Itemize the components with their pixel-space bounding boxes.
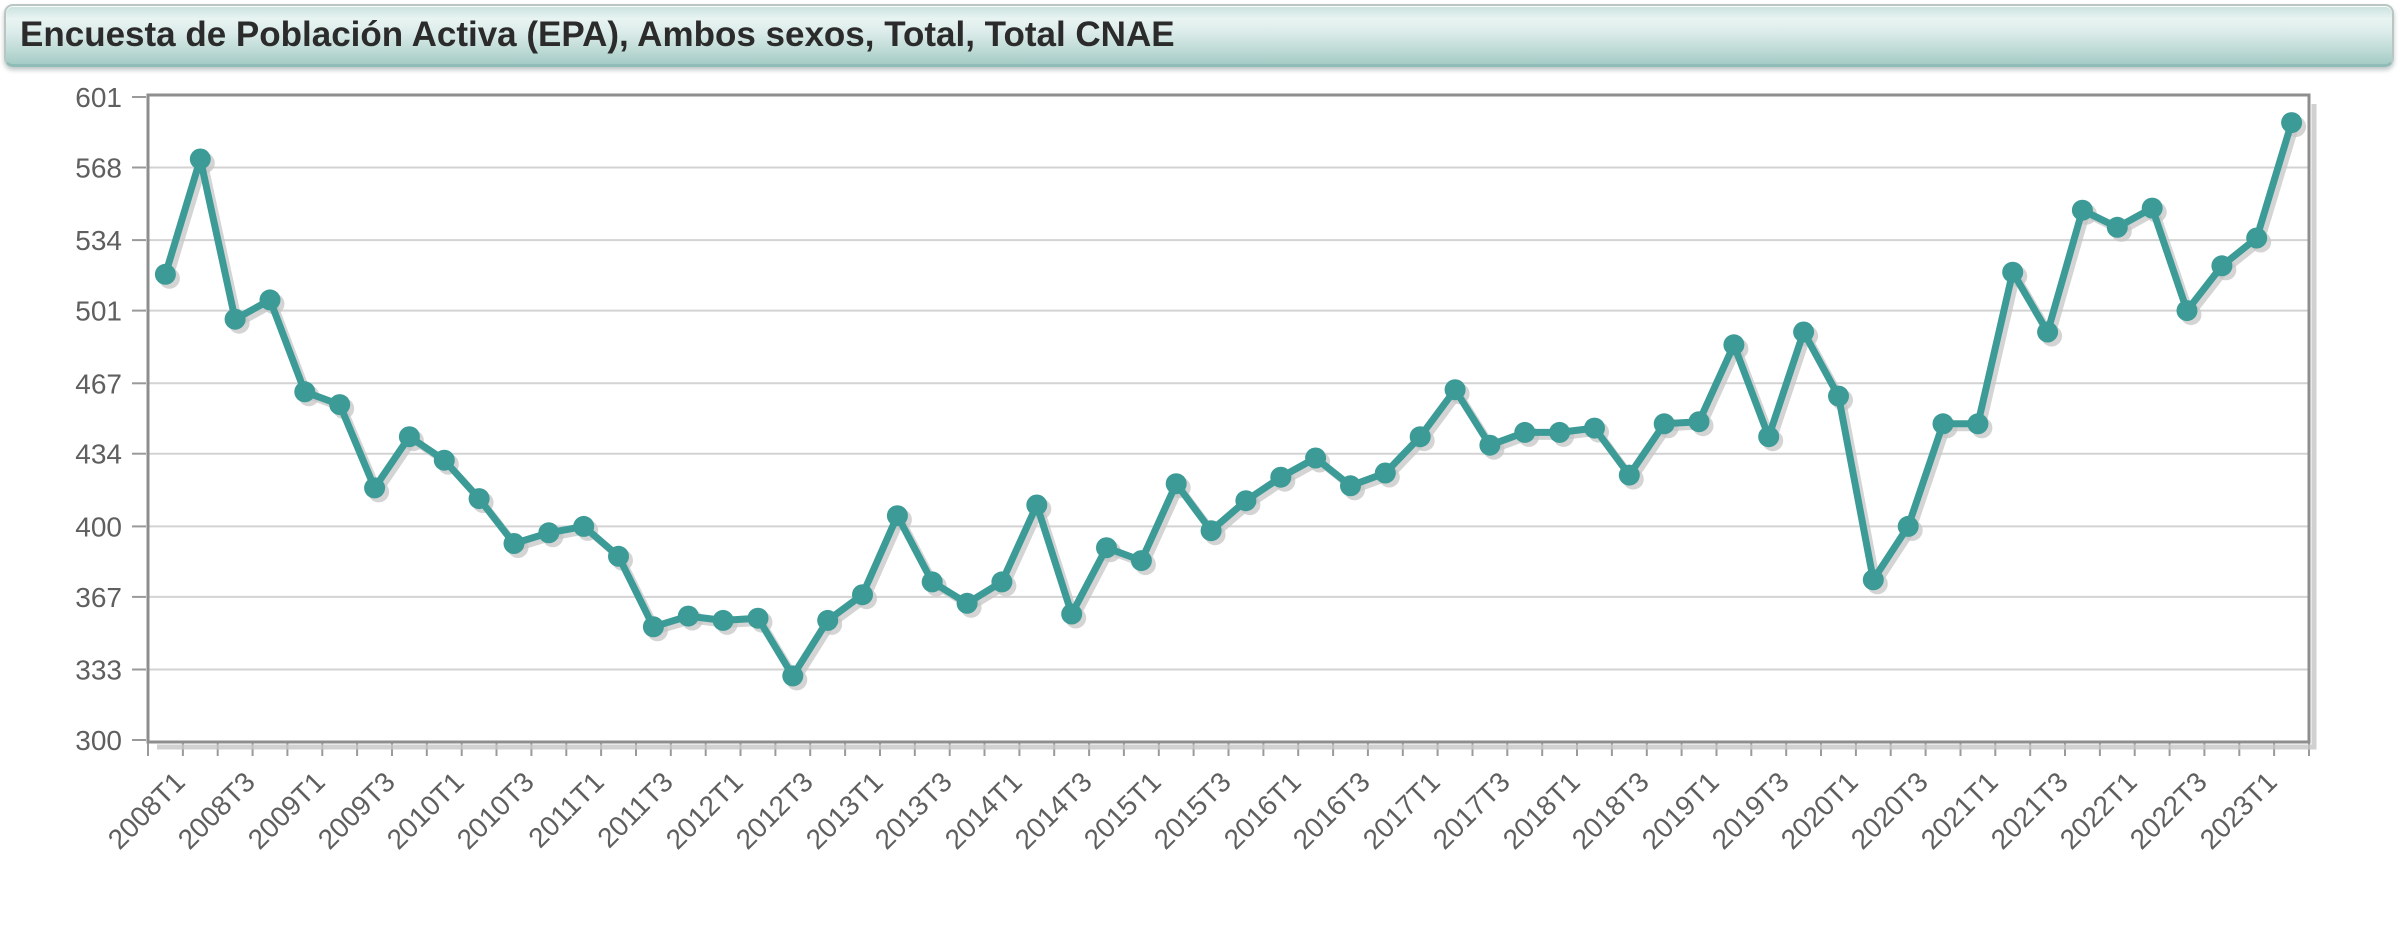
- y-axis-label: 400: [75, 511, 122, 542]
- data-point-marker: [1723, 334, 1745, 356]
- data-line: [161, 119, 2296, 680]
- data-point-marker: [503, 533, 525, 554]
- data-point-marker: [2037, 321, 2059, 343]
- plot-frame-shadow: [157, 104, 2317, 750]
- data-point-marker: [1061, 603, 1083, 625]
- data-point-marker: [1340, 475, 1361, 497]
- data-point-marker: [2106, 216, 2128, 238]
- data-point-marker: [1479, 434, 1501, 456]
- y-axis-label: 534: [75, 225, 122, 256]
- data-point-marker: [2141, 197, 2163, 219]
- data-point-marker: [398, 426, 420, 448]
- data-point-marker: [1270, 466, 1292, 488]
- data-point-marker: [1967, 413, 1989, 435]
- data-point-marker: [712, 609, 734, 631]
- y-axis-label: 601: [75, 82, 122, 113]
- data-point-marker: [294, 381, 316, 403]
- data-point-marker: [2246, 227, 2268, 249]
- y-axis-label: 367: [75, 582, 122, 613]
- data-point-marker: [2071, 199, 2093, 221]
- page-title: Encuesta de Población Activa (EPA), Ambo…: [20, 15, 1175, 54]
- data-point-marker: [1305, 447, 1327, 469]
- data-point-marker: [2281, 112, 2303, 134]
- y-axis-label: 467: [75, 368, 122, 399]
- y-axis-label: 300: [75, 725, 122, 756]
- data-point-marker: [538, 522, 560, 544]
- data-point-marker: [677, 605, 699, 627]
- data-point-marker: [1862, 569, 1884, 591]
- data-point-marker: [1549, 421, 1571, 443]
- data-point-marker: [1618, 464, 1640, 486]
- data-point-marker: [1514, 421, 1536, 443]
- title-bar: Encuesta de Población Activa (EPA), Ambo…: [4, 4, 2394, 67]
- data-point-marker: [1200, 520, 1222, 542]
- y-axis-label: 333: [75, 655, 122, 686]
- y-axis-label: 501: [75, 296, 122, 327]
- data-point-marker: [573, 515, 595, 537]
- data-point-marker: [852, 584, 873, 606]
- data-point-marker: [2002, 261, 2024, 283]
- data-point-marker: [259, 289, 281, 311]
- data-point-marker: [2211, 255, 2233, 277]
- data-point-marker: [1653, 413, 1675, 435]
- data-point-marker: [782, 665, 804, 687]
- y-axis-label: 434: [75, 439, 122, 470]
- data-point-marker: [154, 263, 176, 285]
- data-point-marker: [608, 545, 629, 567]
- data-point-marker: [817, 609, 839, 631]
- data-point-marker: [1026, 494, 1048, 516]
- data-point-marker: [468, 488, 490, 510]
- data-point-marker: [1235, 490, 1257, 512]
- data-point-marker: [642, 616, 664, 638]
- data-point-marker: [364, 477, 386, 499]
- data-point-marker: [189, 148, 211, 170]
- data-point-marker: [747, 607, 769, 629]
- data-point-marker: [1374, 462, 1396, 484]
- plot-frame: [146, 93, 2311, 744]
- data-point-marker: [1165, 473, 1187, 495]
- data-point-marker: [1932, 413, 1954, 435]
- data-point-marker: [1793, 321, 1815, 343]
- data-point-marker: [329, 394, 351, 416]
- data-point-marker: [991, 571, 1013, 593]
- data-point-marker: [1096, 537, 1117, 559]
- data-point-marker: [1130, 550, 1152, 572]
- data-point-marker: [1409, 426, 1431, 448]
- data-point-marker: [1897, 515, 1919, 537]
- data-point-marker: [1758, 426, 1780, 448]
- data-point-marker: [2176, 300, 2198, 322]
- data-point-marker: [1584, 417, 1605, 439]
- data-point-marker: [1828, 385, 1849, 407]
- data-point-marker: [1444, 379, 1466, 401]
- data-point-marker: [886, 505, 908, 527]
- data-point-marker: [1688, 411, 1710, 433]
- data-point-marker: [433, 449, 455, 471]
- data-point-marker: [224, 308, 246, 330]
- y-axis-label: 568: [75, 153, 122, 184]
- data-point-marker: [921, 571, 943, 593]
- data-point-marker: [956, 592, 978, 614]
